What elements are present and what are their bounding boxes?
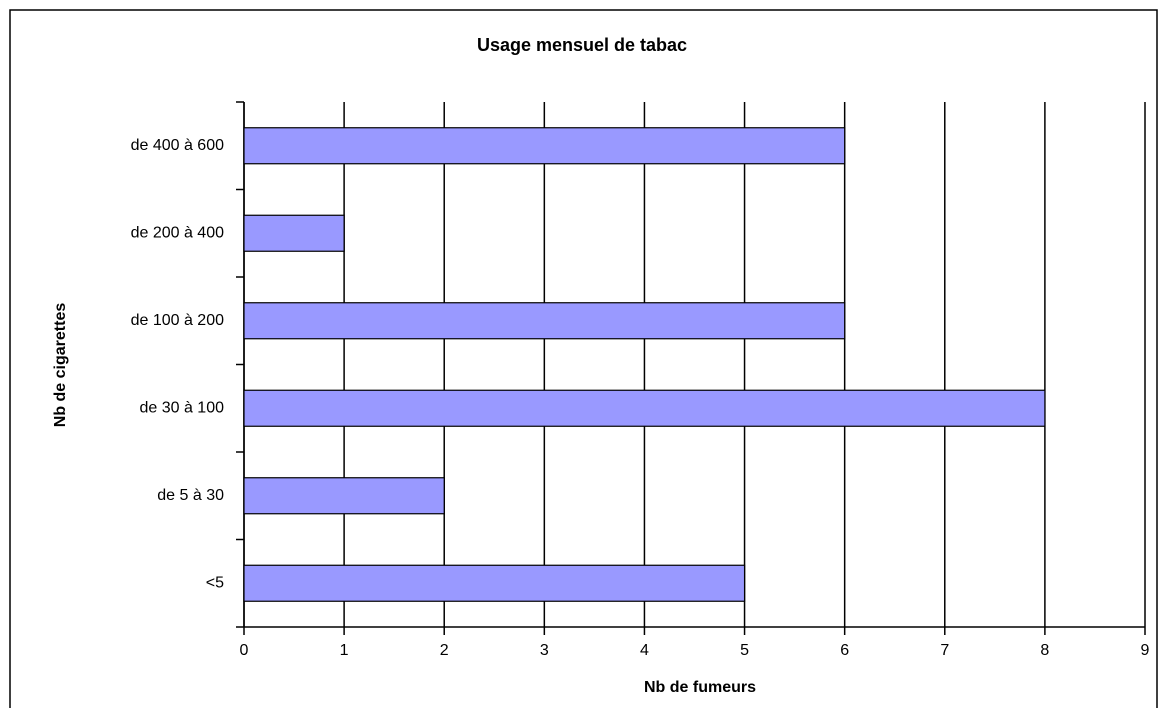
y-tick-label: de 100 à 200 — [131, 312, 225, 329]
y-tick-label: de 400 à 600 — [131, 137, 225, 154]
bar — [243, 477, 445, 515]
bar — [243, 564, 746, 602]
x-tick-label: 3 — [540, 642, 549, 659]
x-tick-label: 6 — [840, 642, 849, 659]
y-tick-label: de 200 à 400 — [131, 224, 225, 241]
y-tick-label: <5 — [206, 574, 224, 591]
x-tick-label: 5 — [740, 642, 749, 659]
x-tick-label: 2 — [440, 642, 449, 659]
x-tick-label: 7 — [940, 642, 949, 659]
bar — [243, 389, 1046, 427]
x-axis-label: Nb de fumeurs — [644, 679, 756, 696]
y-axis-label: Nb de cigarettes — [52, 303, 69, 428]
bar — [243, 214, 345, 252]
x-tick-label: 8 — [1040, 642, 1049, 659]
y-tick-label: de 5 à 30 — [157, 487, 224, 504]
x-tick-label: 9 — [1141, 642, 1150, 659]
x-tick-label: 0 — [240, 642, 249, 659]
chart-frame — [9, 9, 1158, 708]
bar — [243, 302, 846, 340]
y-tick-label: de 30 à 100 — [139, 399, 224, 416]
x-tick-label: 1 — [340, 642, 349, 659]
bar — [243, 127, 846, 165]
x-tick-label: 4 — [640, 642, 649, 659]
chart-title: Usage mensuel de tabac — [477, 35, 687, 55]
